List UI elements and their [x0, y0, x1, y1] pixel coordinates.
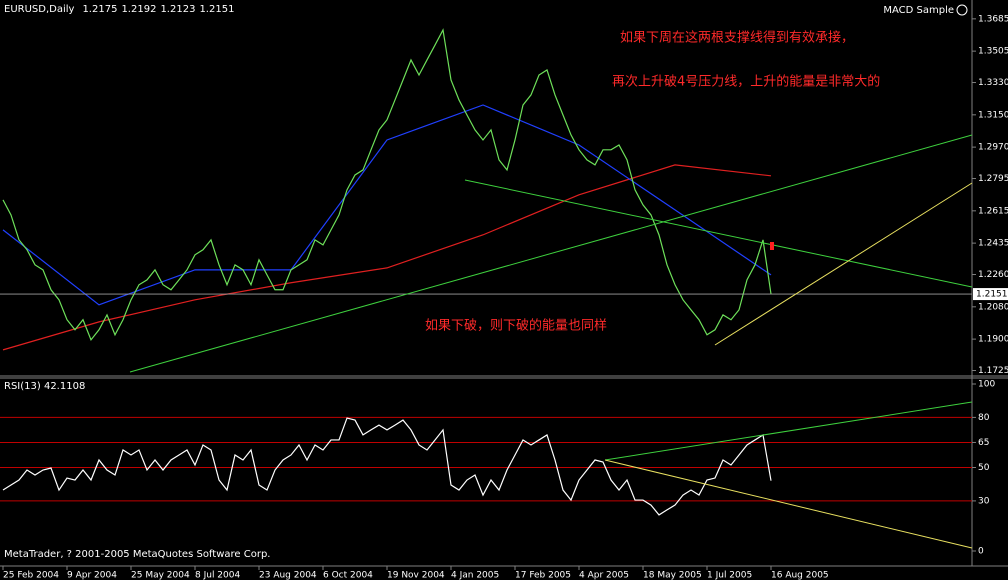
last-price-box	[973, 288, 1008, 301]
y-tick-label: 1.3685	[978, 14, 1008, 24]
rsi-title: RSI(13) 42.1108	[4, 381, 85, 392]
expert-icon[interactable]	[956, 4, 968, 16]
y-tick-label: 1.1725	[978, 366, 1008, 376]
y-tick-label: 1.3505	[978, 47, 1008, 57]
trend-line	[714, 182, 973, 346]
trend-line	[464, 179, 973, 288]
high: 1.2192	[121, 4, 156, 15]
y-tick-label: 1.2435	[978, 239, 1008, 249]
trend-line	[604, 401, 973, 461]
x-tick-label: 9 Apr 2004	[67, 571, 117, 580]
header: EURUSD,Daily 1.2175 1.2192 1.2123 1.2151	[4, 4, 234, 15]
rsi-panel: 0 30 50 65 80 100	[0, 380, 995, 557]
y-tick-label: 1.3330	[978, 78, 1008, 88]
y-tick-label: 1.2080	[978, 302, 1008, 312]
x-tick-label: 17 Feb 2005	[515, 571, 571, 580]
x-tick-label: 19 Nov 2004	[387, 571, 445, 580]
x-tick-label: 6 Oct 2004	[323, 571, 373, 580]
y-tick-label: 1.2795	[978, 174, 1008, 184]
close: 1.2151	[199, 4, 234, 15]
y-tick-label: 80	[978, 413, 990, 423]
trend-line	[604, 459, 973, 549]
open: 1.2175	[82, 4, 117, 15]
x-tick-label: 4 Apr 2005	[579, 571, 629, 580]
moving-average	[2, 164, 772, 351]
y-tick-label: 1.2260	[978, 270, 1008, 280]
x-tick-label: 25 Feb 2004	[3, 571, 59, 580]
y-tick-label: 50	[978, 463, 990, 473]
annotation: 如果下破，则下破的能量也同样	[425, 318, 607, 334]
y-tick-label: 65	[978, 438, 989, 448]
price-line	[2, 28, 772, 342]
x-tick-label: 4 Jan 2005	[451, 571, 499, 580]
symbol: EURUSD,Daily	[4, 4, 75, 15]
expert-name: MACD Sample	[883, 5, 954, 16]
y-tick-label: 100	[978, 380, 995, 390]
y-tick-label: 30	[978, 496, 990, 506]
last-price-label: 1.2151	[976, 290, 1008, 300]
x-tick-label: 8 Jul 2004	[195, 571, 240, 580]
y-tick-label: 1.3150	[978, 110, 1008, 120]
copyright: MetaTrader, ? 2001-2005 MetaQuotes Softw…	[4, 549, 270, 560]
low: 1.2123	[160, 4, 195, 15]
x-tick-label: 16 Aug 2005	[771, 571, 829, 580]
y-tick-label: 1.2615	[978, 206, 1008, 216]
moving-average	[2, 104, 772, 306]
y-tick-label: 1.1900	[978, 335, 1008, 345]
y-tick-label: 1.2970	[978, 143, 1008, 153]
price-panel: 1.3685 1.3505 1.3330 1.3150 1.2970 1.2795 1.26…	[0, 14, 1008, 376]
x-tick-label: 18 May 2005	[643, 571, 702, 580]
x-tick-label: 25 May 2004	[131, 571, 190, 580]
annotation: 如果下周在这两根支撑线得到有效承接，	[620, 30, 854, 46]
annotation: 再次上升破4号压力线，上升的能量是非常大的	[612, 74, 880, 90]
x-tick-label: 1 Jul 2005	[707, 571, 752, 580]
trend-line	[129, 134, 973, 373]
rsi-line	[2, 417, 772, 516]
y-tick-label: 0	[978, 547, 984, 557]
marker	[770, 242, 774, 250]
x-tick-label: 23 Aug 2004	[259, 571, 317, 580]
